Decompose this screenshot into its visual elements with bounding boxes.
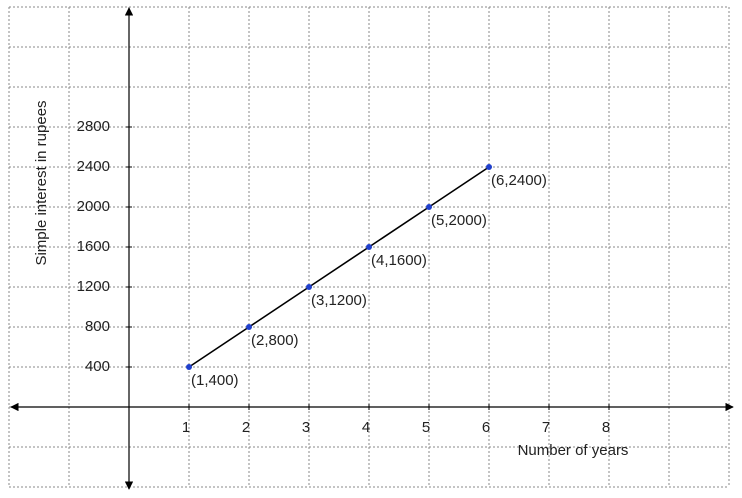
data-point bbox=[306, 284, 312, 290]
grid bbox=[8, 6, 730, 488]
data-label: (5,2000) bbox=[431, 212, 487, 229]
x-tick-label: 1 bbox=[182, 419, 190, 436]
y-tick-label: 400 bbox=[85, 358, 110, 375]
y-tick-label: 2400 bbox=[77, 158, 110, 175]
data-point bbox=[186, 364, 192, 370]
x-tick-label: 7 bbox=[542, 419, 550, 436]
x-tick-label: 4 bbox=[362, 419, 370, 436]
x-tick-label: 8 bbox=[602, 419, 610, 436]
data-point bbox=[426, 204, 432, 210]
x-tick-label: 3 bbox=[302, 419, 310, 436]
y-axis-label: Simple interest in rupees bbox=[33, 100, 50, 265]
x-axis-label: Number of years bbox=[518, 442, 629, 459]
data-line bbox=[188, 166, 490, 368]
data-point bbox=[246, 324, 252, 330]
y-tick-label: 800 bbox=[85, 318, 110, 335]
data-label: (6,2400) bbox=[491, 172, 547, 189]
y-tick-label: 1200 bbox=[77, 278, 110, 295]
y-tick-label: 2800 bbox=[77, 118, 110, 135]
data-label: (3,1200) bbox=[311, 292, 367, 309]
y-tick-label: 2000 bbox=[77, 198, 110, 215]
data-label: (1,400) bbox=[191, 372, 239, 389]
data-point bbox=[486, 164, 492, 170]
x-tick-label: 5 bbox=[422, 419, 430, 436]
data-point bbox=[366, 244, 372, 250]
data-label: (4,1600) bbox=[371, 252, 427, 269]
x-tick-label: 2 bbox=[242, 419, 250, 436]
x-tick-label: 6 bbox=[482, 419, 490, 436]
y-tick-label: 1600 bbox=[77, 238, 110, 255]
data-label: (2,800) bbox=[251, 332, 299, 349]
